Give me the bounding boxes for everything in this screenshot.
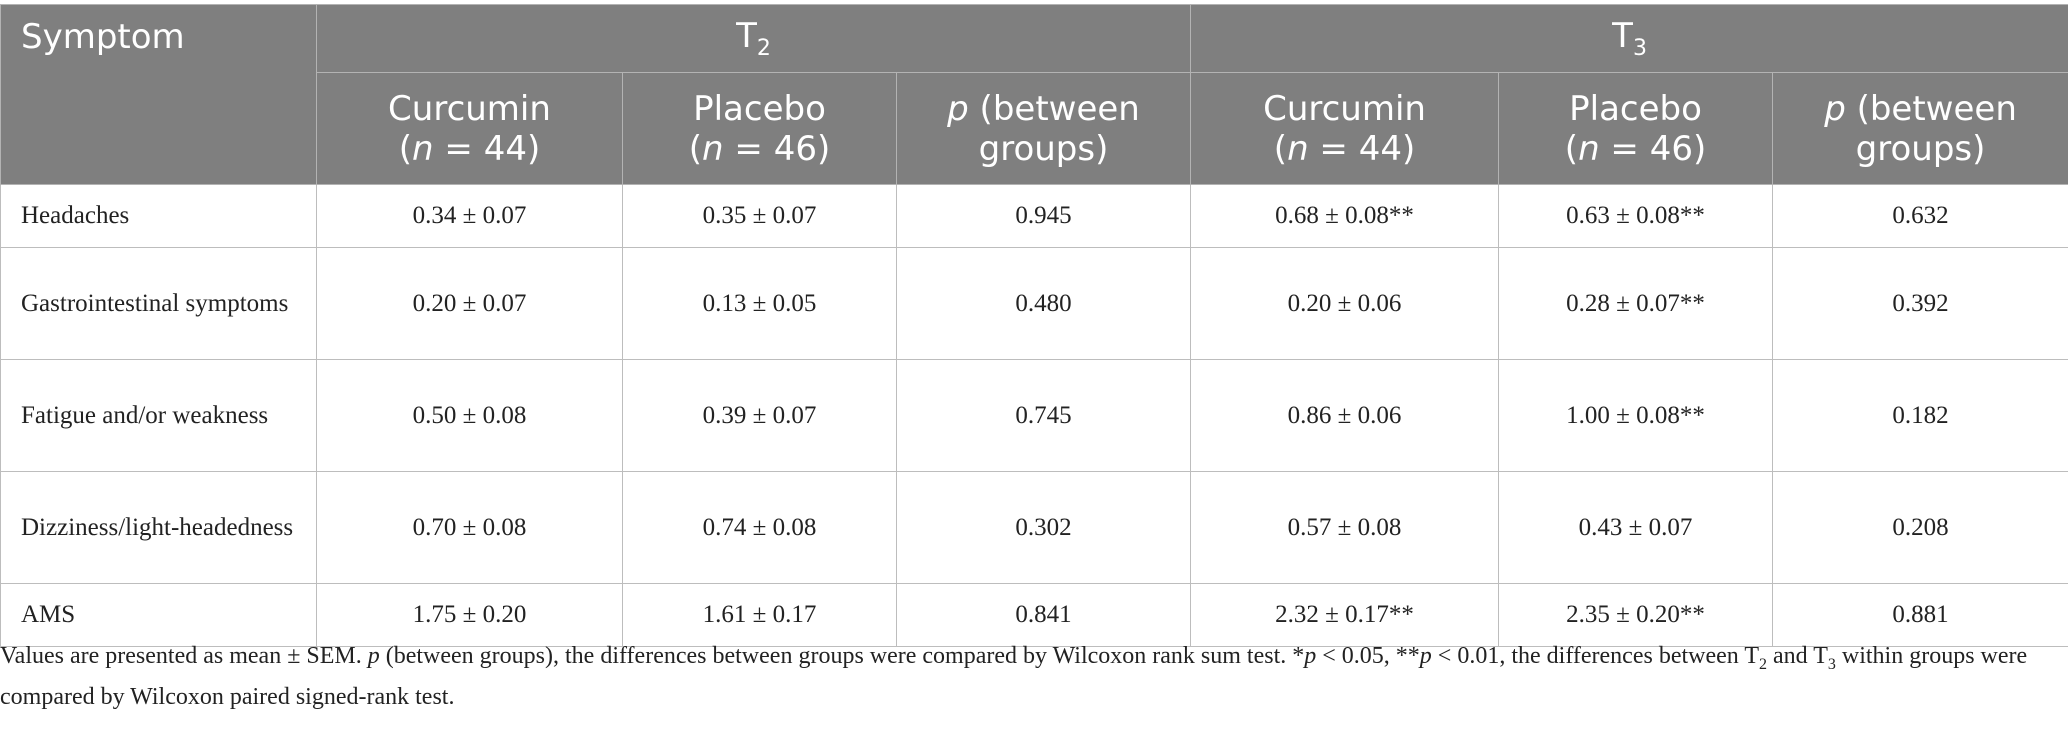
header-t3-placebo: Placebo (n = 46) <box>1498 72 1774 185</box>
p-value-cell: 0.208 <box>1772 471 2068 584</box>
value-cell: 0.50 ± 0.08 <box>316 359 623 472</box>
table-body: Headaches 0.34 ± 0.07 0.35 ± 0.07 0.945 … <box>0 184 2068 647</box>
header-t2-curcumin: Curcumin (n = 44) <box>316 72 623 185</box>
value-cell: 0.34 ± 0.07 <box>316 184 623 248</box>
value-cell: 1.75 ± 0.20 <box>316 583 623 647</box>
symptom-cell: Dizziness/light-headedness <box>0 471 317 584</box>
p-value-cell: 0.182 <box>1772 359 2068 472</box>
value-cell: 0.74 ± 0.08 <box>622 471 897 584</box>
table-row: Dizziness/light-headedness 0.70 ± 0.08 0… <box>0 471 2068 584</box>
symptom-cell: Headaches <box>0 184 317 248</box>
p-value-cell: 0.945 <box>895 184 1192 248</box>
p-value-cell: 0.881 <box>1772 583 2068 647</box>
value-cell: 1.61 ± 0.17 <box>622 583 897 647</box>
header-t3-p: p (between groups) <box>1772 72 2068 185</box>
table-row: AMS 1.75 ± 0.20 1.61 ± 0.17 0.841 2.32 ±… <box>0 583 2068 647</box>
table-header: Symptom T2 T3 Curcumin (n = 44) Placebo (n… <box>0 4 2068 185</box>
header-t2-placebo: Placebo (n = 46) <box>622 72 897 185</box>
table-footnote: Values are presented as mean ± SEM. p (b… <box>0 643 2028 710</box>
header-t2: T2 <box>315 4 1192 73</box>
p-value-cell: 0.302 <box>895 471 1192 584</box>
symptom-table: Symptom T2 T3 Curcumin (n = 44) Placebo (n… <box>0 4 2068 647</box>
symptom-cell: Fatigue and/or weakness <box>0 359 317 472</box>
symptom-cell: Gastrointestinal symptoms <box>0 247 317 360</box>
value-cell: 1.00 ± 0.08** <box>1498 359 1774 472</box>
header-t3: T3 <box>1190 4 2068 73</box>
value-cell: 0.20 ± 0.07 <box>316 247 623 360</box>
table-row: Headaches 0.34 ± 0.07 0.35 ± 0.07 0.945 … <box>0 184 2068 248</box>
header-symptom: Symptom <box>0 4 317 185</box>
value-cell: 0.35 ± 0.07 <box>622 184 897 248</box>
value-cell: 0.28 ± 0.07** <box>1498 247 1774 360</box>
p-value-cell: 0.745 <box>895 359 1192 472</box>
value-cell: 0.68 ± 0.08** <box>1190 184 1500 248</box>
table-row: Gastrointestinal symptoms 0.20 ± 0.07 0.… <box>0 247 2068 360</box>
p-value-cell: 0.392 <box>1772 247 2068 360</box>
symptom-cell: AMS <box>0 583 317 647</box>
table-row: Fatigue and/or weakness 0.50 ± 0.08 0.39… <box>0 359 2068 472</box>
header-t2-p: p (between groups) <box>895 72 1192 185</box>
value-cell: 0.13 ± 0.05 <box>622 247 897 360</box>
p-value-cell: 0.480 <box>895 247 1192 360</box>
value-cell: 2.32 ± 0.17** <box>1190 583 1500 647</box>
value-cell: 0.43 ± 0.07 <box>1498 471 1774 584</box>
value-cell: 0.57 ± 0.08 <box>1190 471 1500 584</box>
value-cell: 0.63 ± 0.08** <box>1498 184 1774 248</box>
p-value-cell: 0.632 <box>1772 184 2068 248</box>
value-cell: 0.86 ± 0.06 <box>1190 359 1500 472</box>
value-cell: 0.20 ± 0.06 <box>1190 247 1500 360</box>
p-value-cell: 0.841 <box>895 583 1192 647</box>
value-cell: 2.35 ± 0.20** <box>1498 583 1774 647</box>
header-t3-curcumin: Curcumin (n = 44) <box>1190 72 1500 185</box>
value-cell: 0.39 ± 0.07 <box>622 359 897 472</box>
value-cell: 0.70 ± 0.08 <box>316 471 623 584</box>
